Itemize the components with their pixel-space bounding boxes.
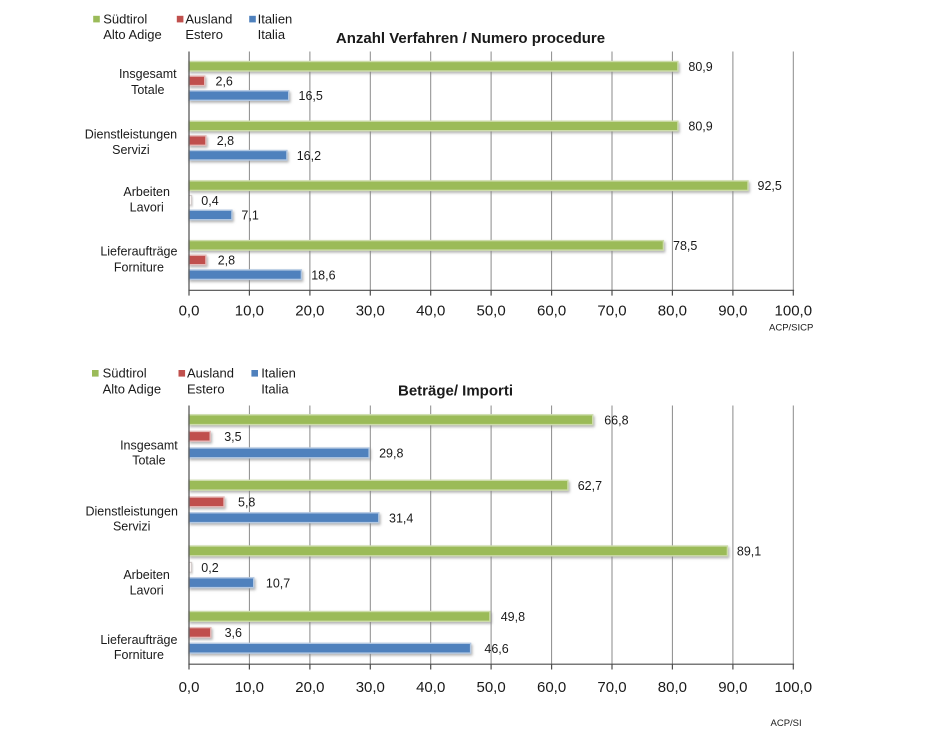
svg-text:66,8: 66,8 — [604, 413, 628, 427]
svg-text:49,8: 49,8 — [501, 610, 525, 624]
svg-text:16,2: 16,2 — [297, 149, 321, 163]
svg-text:70,0: 70,0 — [597, 303, 626, 320]
svg-text:Estero: Estero — [185, 27, 223, 42]
svg-text:5,8: 5,8 — [238, 496, 255, 510]
svg-text:30,0: 30,0 — [356, 679, 385, 696]
svg-text:Beträge/ Importi: Beträge/ Importi — [398, 382, 513, 399]
svg-text:ACP/SICP: ACP/SICP — [769, 323, 813, 334]
svg-text:Arbeiten: Arbeiten — [123, 568, 170, 582]
svg-text:Estero: Estero — [187, 381, 225, 396]
svg-text:30,0: 30,0 — [356, 303, 385, 320]
svg-text:3,6: 3,6 — [225, 626, 242, 640]
svg-text:78,5: 78,5 — [673, 239, 697, 253]
svg-text:7,1: 7,1 — [241, 209, 258, 223]
svg-text:Dienstleistungen: Dienstleistungen — [85, 127, 177, 141]
svg-text:50,0: 50,0 — [476, 303, 505, 320]
svg-text:ACP/SI: ACP/SI — [771, 718, 802, 729]
svg-text:18,6: 18,6 — [311, 268, 335, 282]
svg-text:50,0: 50,0 — [476, 679, 505, 696]
svg-text:0,0: 0,0 — [179, 679, 200, 696]
svg-text:Südtirol: Südtirol — [103, 11, 147, 26]
svg-text:Lieferaufträge: Lieferaufträge — [100, 244, 177, 258]
svg-text:92,5: 92,5 — [758, 179, 782, 193]
svg-text:Lieferaufträge: Lieferaufträge — [100, 633, 177, 647]
svg-text:Totale: Totale — [132, 453, 165, 467]
svg-text:80,0: 80,0 — [658, 303, 687, 320]
svg-text:Forniture: Forniture — [114, 648, 164, 662]
svg-text:Lavori: Lavori — [130, 583, 164, 597]
svg-text:20,0: 20,0 — [295, 303, 324, 320]
svg-text:Totale: Totale — [131, 83, 164, 97]
svg-text:Lavori: Lavori — [130, 200, 164, 214]
svg-text:0,0: 0,0 — [179, 303, 200, 320]
svg-text:60,0: 60,0 — [537, 303, 566, 320]
svg-text:Dienstleistungen: Dienstleistungen — [85, 505, 177, 519]
svg-text:70,0: 70,0 — [597, 679, 626, 696]
svg-text:80,9: 80,9 — [688, 60, 712, 74]
svg-text:Alto Adige: Alto Adige — [103, 27, 162, 42]
svg-text:16,5: 16,5 — [299, 89, 323, 103]
svg-text:Forniture: Forniture — [114, 261, 164, 275]
svg-text:100,0: 100,0 — [775, 303, 813, 320]
svg-text:2,6: 2,6 — [216, 74, 233, 88]
svg-text:10,0: 10,0 — [235, 679, 264, 696]
svg-text:Insgesamt: Insgesamt — [120, 438, 178, 452]
svg-text:Südtirol: Südtirol — [103, 366, 147, 381]
svg-text:Servizi: Servizi — [113, 520, 151, 534]
svg-text:90,0: 90,0 — [718, 303, 747, 320]
svg-text:Arbeiten: Arbeiten — [123, 185, 170, 199]
svg-text:40,0: 40,0 — [416, 679, 445, 696]
svg-text:2,8: 2,8 — [217, 134, 234, 148]
svg-text:Italia: Italia — [258, 27, 286, 42]
svg-text:Italien: Italien — [258, 11, 293, 26]
svg-text:46,6: 46,6 — [484, 642, 508, 656]
svg-text:90,0: 90,0 — [718, 679, 747, 696]
svg-text:3,5: 3,5 — [224, 430, 241, 444]
svg-text:Insgesamt: Insgesamt — [119, 67, 177, 81]
svg-text:31,4: 31,4 — [389, 511, 413, 525]
svg-text:80,0: 80,0 — [658, 679, 687, 696]
svg-text:29,8: 29,8 — [379, 447, 403, 461]
svg-text:0,4: 0,4 — [201, 194, 218, 208]
svg-text:20,0: 20,0 — [295, 679, 324, 696]
svg-text:60,0: 60,0 — [537, 679, 566, 696]
svg-text:80,9: 80,9 — [688, 120, 712, 134]
svg-text:Italien: Italien — [261, 366, 296, 381]
svg-text:89,1: 89,1 — [737, 545, 761, 559]
svg-text:100,0: 100,0 — [775, 679, 813, 696]
svg-text:10,7: 10,7 — [266, 576, 290, 590]
svg-text:Ausland: Ausland — [187, 366, 234, 381]
svg-text:Ausland: Ausland — [185, 11, 232, 26]
svg-text:Servizi: Servizi — [112, 143, 150, 157]
svg-text:Italia: Italia — [261, 381, 289, 396]
svg-text:40,0: 40,0 — [416, 303, 445, 320]
svg-text:62,7: 62,7 — [578, 479, 602, 493]
svg-text:2,8: 2,8 — [218, 254, 235, 268]
svg-text:Alto Adige: Alto Adige — [103, 381, 162, 396]
svg-text:10,0: 10,0 — [235, 303, 264, 320]
svg-text:Anzahl Verfahren / Numero proc: Anzahl Verfahren / Numero procedure — [336, 30, 605, 47]
svg-text:0,2: 0,2 — [201, 561, 218, 575]
